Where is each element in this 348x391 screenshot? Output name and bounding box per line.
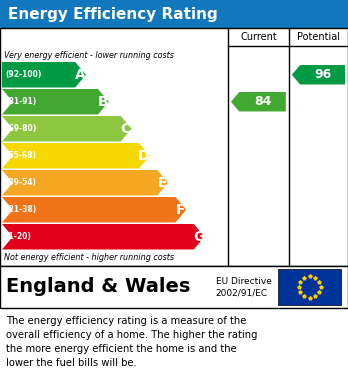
Polygon shape xyxy=(2,89,109,115)
Polygon shape xyxy=(2,62,86,88)
Polygon shape xyxy=(2,197,186,222)
Polygon shape xyxy=(2,170,168,196)
Polygon shape xyxy=(2,143,150,169)
Polygon shape xyxy=(2,116,132,142)
Text: The energy efficiency rating is a measure of the
overall efficiency of a home. T: The energy efficiency rating is a measur… xyxy=(6,316,258,368)
Text: (81-91): (81-91) xyxy=(5,97,36,106)
Bar xyxy=(0,0,348,28)
Polygon shape xyxy=(2,224,205,249)
Text: 96: 96 xyxy=(314,68,331,81)
Text: (55-68): (55-68) xyxy=(5,151,36,160)
Text: Energy Efficiency Rating: Energy Efficiency Rating xyxy=(8,7,218,22)
Text: Not energy efficient - higher running costs: Not energy efficient - higher running co… xyxy=(4,253,174,262)
Text: A: A xyxy=(75,68,85,82)
Text: (39-54): (39-54) xyxy=(5,178,36,187)
Text: B: B xyxy=(97,95,108,109)
Text: D: D xyxy=(138,149,150,163)
Text: England & Wales: England & Wales xyxy=(6,278,190,296)
Bar xyxy=(0,28,348,266)
Text: C: C xyxy=(120,122,131,136)
Text: Very energy efficient - lower running costs: Very energy efficient - lower running co… xyxy=(4,50,174,59)
Text: EU Directive
2002/91/EC: EU Directive 2002/91/EC xyxy=(216,276,272,298)
Text: F: F xyxy=(176,203,185,217)
Polygon shape xyxy=(231,92,286,111)
Text: (1-20): (1-20) xyxy=(5,232,31,241)
Polygon shape xyxy=(292,65,345,84)
Text: (92-100): (92-100) xyxy=(5,70,41,79)
Text: G: G xyxy=(193,230,204,244)
Bar xyxy=(0,266,348,308)
Bar xyxy=(278,269,341,305)
Text: (69-80): (69-80) xyxy=(5,124,36,133)
Text: 84: 84 xyxy=(254,95,271,108)
Text: Current: Current xyxy=(240,32,277,42)
Text: E: E xyxy=(157,176,167,190)
Text: Potential: Potential xyxy=(297,32,340,42)
Text: (21-38): (21-38) xyxy=(5,205,36,214)
